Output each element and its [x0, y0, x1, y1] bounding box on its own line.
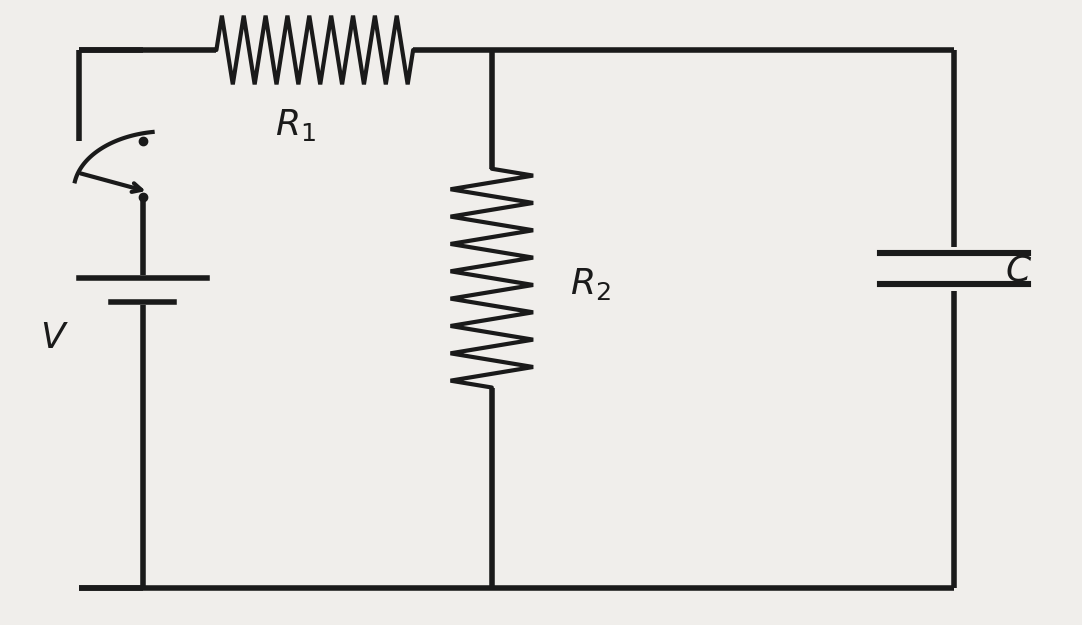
- Text: $R_2$: $R_2$: [570, 266, 610, 302]
- Text: $V$: $V$: [40, 321, 68, 354]
- Text: $R_1$: $R_1$: [275, 107, 316, 143]
- Text: $C$: $C$: [1004, 253, 1031, 287]
